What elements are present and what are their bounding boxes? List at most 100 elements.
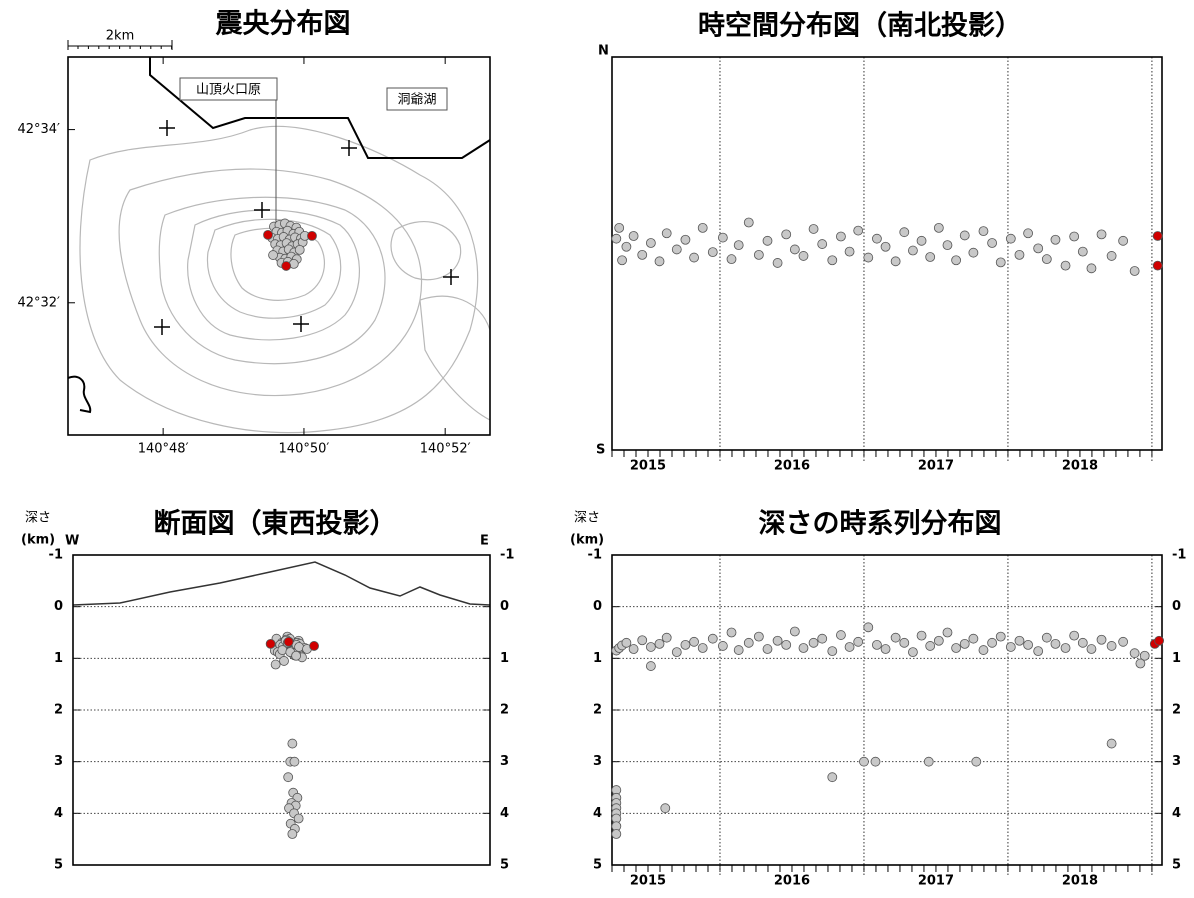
event-point [1118,235,1129,246]
event-point [836,630,846,640]
event-point [743,217,754,228]
event-point [987,637,998,648]
event-point [753,249,764,260]
event-point [959,230,970,241]
topography [73,561,490,606]
event-point [908,647,918,658]
y-tick-label: 5 [54,858,63,873]
event-point [263,229,273,240]
event-point [291,650,302,661]
event-point [1118,636,1129,647]
event-point [844,246,855,257]
event-point [1086,263,1097,274]
event-point [645,661,656,671]
event-point [628,644,639,654]
event-point [899,227,910,238]
event-point [987,238,998,248]
event-point [995,631,1006,642]
y-tick-label-right: 5 [500,858,509,873]
plot-frame [611,56,1163,451]
y-tick-label: 3 [54,754,63,769]
y-tick-label: 42°32′ [17,295,60,310]
event-point [611,233,622,244]
event-point [1106,641,1117,651]
event-point [283,772,294,783]
y-axis-unit: (km) [21,533,55,548]
y-axis-unit: (km) [570,533,604,548]
event-point [689,636,699,647]
event-point [925,252,936,262]
event-point [671,647,682,658]
y-end-label: N [598,44,609,59]
x-tick-label: 2017 [918,874,954,889]
chart-title: 震央分布図 [216,9,351,40]
event-point [1139,650,1150,661]
event-point [968,247,979,258]
event-point [680,640,691,650]
event-point [1041,254,1052,265]
event-point [671,244,682,255]
event-point [697,643,708,653]
event-point [717,641,728,651]
event-point [827,646,838,656]
event-point [1033,646,1044,656]
y-tick-label: 42°34′ [17,122,60,137]
direction-label: W [65,534,79,549]
event-point [772,635,783,646]
event-point [309,641,319,651]
event-point [621,637,632,648]
event-point [689,252,699,263]
event-point [933,635,944,646]
event-point [789,626,800,637]
x-tick-label: 2018 [1062,874,1098,889]
event-point [762,235,773,246]
y-axis-label: 深さ [25,511,51,526]
event-point [753,631,764,642]
event-point [726,254,737,265]
event-point [1096,634,1107,645]
event-point [1050,638,1061,649]
event-point [707,247,718,258]
direction-label: E [480,534,489,549]
event-point [890,632,901,643]
y-tick-label-right: 3 [500,754,509,769]
event-point [733,240,744,251]
event-point [1077,637,1088,648]
event-point [660,803,671,814]
event-point [817,633,828,644]
y-tick-label: 5 [593,858,602,873]
y-tick-label-right: 0 [1172,599,1181,614]
event-point [789,244,800,255]
event-point [827,772,838,783]
y-tick-label-right: 5 [1172,858,1181,873]
event-point [645,238,656,248]
event-point [1041,632,1052,643]
plot-frame [72,554,491,866]
x-tick-label: 2018 [1062,459,1098,474]
chart-title: 時空間分布図（南北投影） [698,10,1022,42]
event-point [1129,266,1140,276]
event-point [680,234,691,245]
event-point [1135,658,1146,669]
y-tick-label: 2 [54,703,63,718]
event-point [1005,642,1016,652]
scale-bar-label: 2km [106,29,134,44]
x-tick-label: 2015 [630,459,666,474]
event-point [853,636,864,647]
event-point [1014,249,1025,260]
y-tick-label: 1 [593,651,602,666]
event-point [827,255,838,266]
event-point [859,756,869,767]
event-point [872,233,882,244]
event-point [836,231,846,242]
y-tick-label-right: 2 [1172,703,1181,718]
event-point [645,642,656,652]
event-point [1060,643,1071,653]
event-point [1005,233,1016,244]
x-tick-label: 2016 [774,874,810,889]
event-point [726,627,737,638]
y-tick-label-right: 1 [1172,651,1181,666]
event-point [621,241,632,252]
event-point [628,231,639,241]
